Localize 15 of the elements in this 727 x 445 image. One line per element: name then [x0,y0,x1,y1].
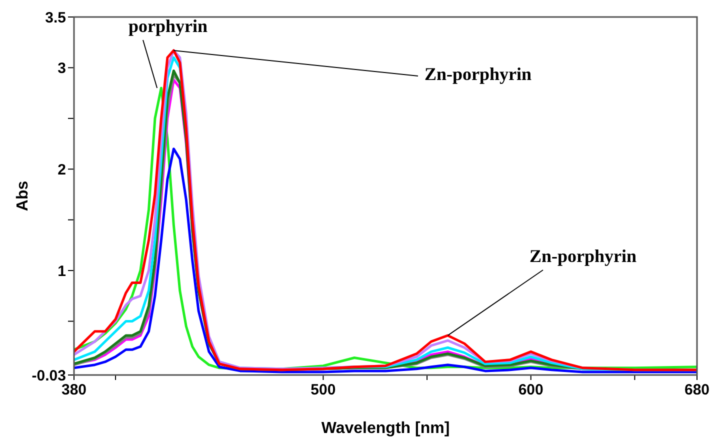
x-tick-label: 600 [518,382,544,399]
annotation: Zn-porphyrin [424,64,532,84]
x-tick-label: 500 [310,382,336,399]
annotation: porphyrin [128,16,208,36]
x-axis-title: Wavelength [nm] [321,420,450,437]
y-tick-label: 3 [58,60,66,78]
y-tick-label: 3.5 [45,9,66,26]
y-tick-label: 2 [58,161,66,178]
y-axis-title: Abs [14,180,32,212]
x-tick-label: 380 [61,382,87,399]
y-tick-label: 1 [58,262,66,280]
y-tick-label: -0.03 [32,367,66,384]
annotation: Zn-porphyrin [529,246,637,266]
line-series [74,148,697,374]
x-tick-label: 680 [684,382,710,399]
